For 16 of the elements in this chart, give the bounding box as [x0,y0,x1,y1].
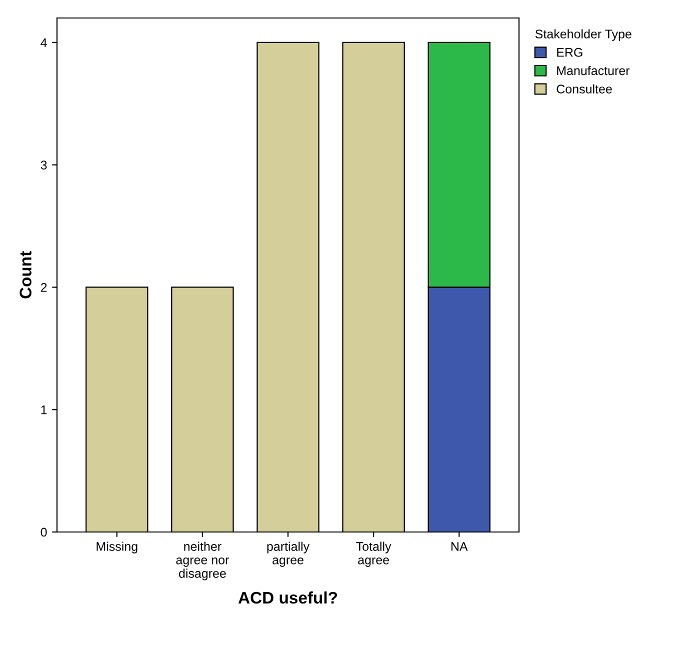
y-axis-title: Count [20,251,32,298]
x-axis-title: ACD useful? [238,591,338,604]
x-tick-label: neither agree nor disagree [176,542,229,580]
x-tick-label: partially agree [267,542,310,567]
legend-label: Manufacturer [557,66,630,76]
y-tick-label: 0 [40,528,47,537]
y-tick-label: 1 [41,406,47,414]
x-tick-label: NA [451,542,468,551]
legend-title: Stakeholder Type [535,29,632,41]
y-tick-label: 4 [40,38,47,48]
y-tick-label: 2 [40,283,47,292]
legend-label: ERG [557,48,582,57]
y-tick-label: 3 [40,160,47,170]
legend-label: Consultee [556,84,612,94]
x-tick-label: Totally agree [356,542,392,567]
x-tick-label: Missing [96,542,138,554]
